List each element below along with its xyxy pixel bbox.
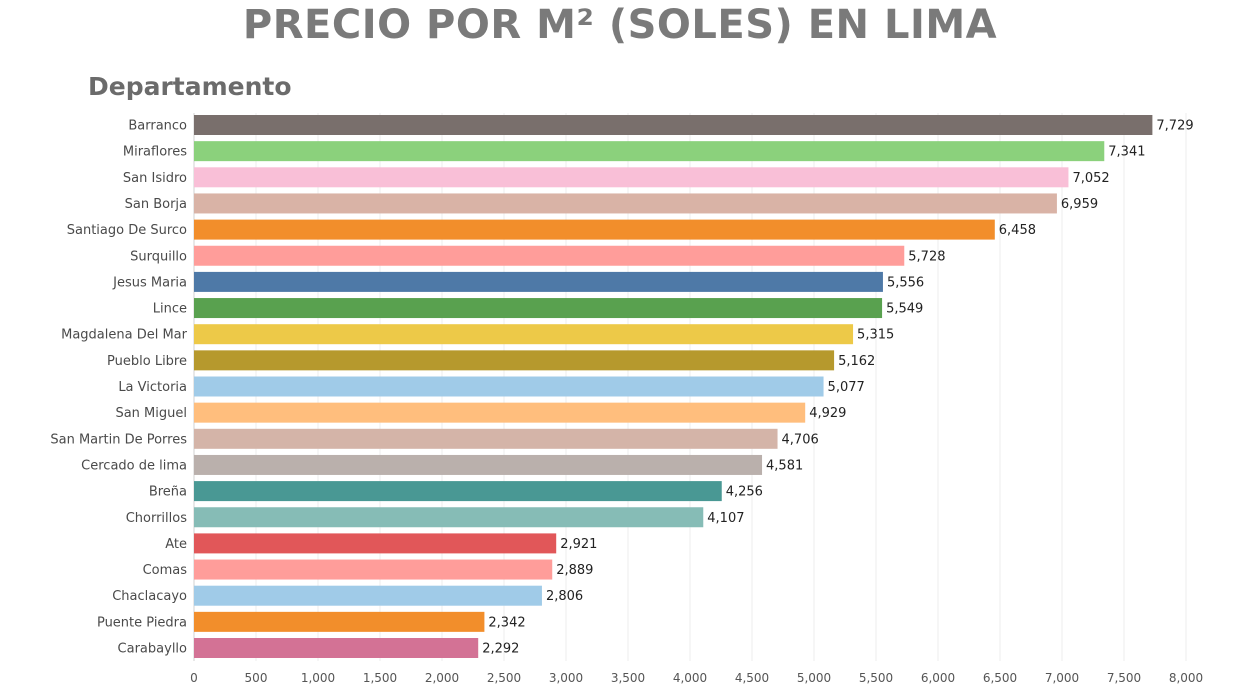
bar bbox=[194, 376, 824, 397]
bar bbox=[194, 402, 806, 423]
category-label: Miraflores bbox=[123, 145, 187, 160]
x-tick-label: 7,000 bbox=[1045, 671, 1079, 685]
bar bbox=[194, 533, 557, 554]
bar bbox=[194, 245, 905, 266]
value-label: 6,959 bbox=[1061, 197, 1098, 212]
value-label: 4,581 bbox=[766, 458, 803, 473]
bar bbox=[194, 167, 1069, 188]
category-axis-title: Departamento bbox=[88, 72, 292, 101]
chart-title: PRECIO POR M² (SOLES) EN LIMA bbox=[242, 2, 998, 48]
value-label: 2,342 bbox=[488, 615, 525, 630]
category-label: San Borja bbox=[125, 197, 187, 212]
x-tick-label: 6,500 bbox=[983, 671, 1017, 685]
category-label: Comas bbox=[143, 563, 188, 578]
x-tick-label: 1,500 bbox=[363, 671, 397, 685]
category-label: Cercado de lima bbox=[81, 458, 187, 473]
category-label: Carabayllo bbox=[118, 642, 187, 657]
value-label: 5,077 bbox=[828, 380, 865, 395]
x-tick-label: 2,500 bbox=[487, 671, 521, 685]
bar bbox=[194, 481, 722, 502]
value-label: 5,162 bbox=[838, 354, 875, 369]
category-label: Barranco bbox=[128, 119, 187, 134]
x-tick-label: 1,000 bbox=[301, 671, 335, 685]
bar bbox=[194, 585, 542, 606]
value-label: 5,728 bbox=[908, 249, 945, 264]
x-tick-label: 4,500 bbox=[735, 671, 769, 685]
category-label: San Miguel bbox=[115, 406, 187, 421]
category-label: San Martin De Porres bbox=[50, 432, 187, 447]
value-label: 2,921 bbox=[560, 537, 597, 552]
x-tick-label: 3,500 bbox=[611, 671, 645, 685]
x-tick-label: 5,000 bbox=[797, 671, 831, 685]
bar bbox=[194, 350, 835, 371]
category-label: Puente Piedra bbox=[97, 615, 187, 630]
bar bbox=[194, 271, 883, 292]
bar bbox=[194, 115, 1153, 135]
category-label: Santiago De Surco bbox=[67, 223, 187, 238]
x-tick-label: 0 bbox=[190, 671, 198, 685]
bar bbox=[194, 454, 763, 475]
category-label: La Victoria bbox=[118, 380, 187, 395]
category-label: Chaclacayo bbox=[112, 589, 187, 604]
category-label: Breña bbox=[149, 485, 187, 500]
x-tick-label: 7,500 bbox=[1107, 671, 1141, 685]
category-label: Jesus Maria bbox=[112, 275, 187, 290]
bar bbox=[194, 428, 778, 449]
value-label: 7,729 bbox=[1156, 119, 1193, 134]
bar bbox=[194, 611, 485, 632]
value-label: 4,929 bbox=[809, 406, 846, 421]
category-label: San Isidro bbox=[123, 171, 187, 186]
category-label: Chorrillos bbox=[126, 511, 188, 526]
category-label: Surquillo bbox=[130, 249, 187, 264]
value-label: 2,889 bbox=[556, 563, 593, 578]
category-label: Lince bbox=[153, 302, 187, 317]
value-label: 7,052 bbox=[1072, 171, 1109, 186]
x-tick-label: 8,000 bbox=[1169, 671, 1203, 685]
category-label: Magdalena Del Mar bbox=[61, 328, 188, 343]
value-label: 7,341 bbox=[1108, 145, 1145, 160]
value-label: 5,556 bbox=[887, 275, 924, 290]
x-tick-label: 4,000 bbox=[673, 671, 707, 685]
x-tick-label: 6,000 bbox=[921, 671, 955, 685]
bar bbox=[194, 219, 995, 240]
category-label: Ate bbox=[165, 537, 187, 552]
bar bbox=[194, 507, 704, 528]
value-label: 5,315 bbox=[857, 328, 894, 343]
x-tick-label: 5,500 bbox=[859, 671, 893, 685]
x-tick-label: 2,000 bbox=[425, 671, 459, 685]
value-label: 4,706 bbox=[782, 432, 819, 447]
x-tick-label: 500 bbox=[245, 671, 268, 685]
bar bbox=[194, 141, 1105, 162]
bar bbox=[194, 298, 883, 319]
value-label: 2,292 bbox=[482, 642, 519, 657]
value-label: 4,107 bbox=[707, 511, 744, 526]
value-label: 6,458 bbox=[999, 223, 1036, 238]
value-label: 4,256 bbox=[726, 485, 763, 500]
value-label: 2,806 bbox=[546, 589, 583, 604]
bar bbox=[194, 638, 479, 658]
x-tick-label: 3,000 bbox=[549, 671, 583, 685]
bar bbox=[194, 193, 1057, 214]
value-label: 5,549 bbox=[886, 302, 923, 317]
category-label: Pueblo Libre bbox=[107, 354, 187, 369]
bar bbox=[194, 324, 854, 345]
bar bbox=[194, 559, 553, 580]
